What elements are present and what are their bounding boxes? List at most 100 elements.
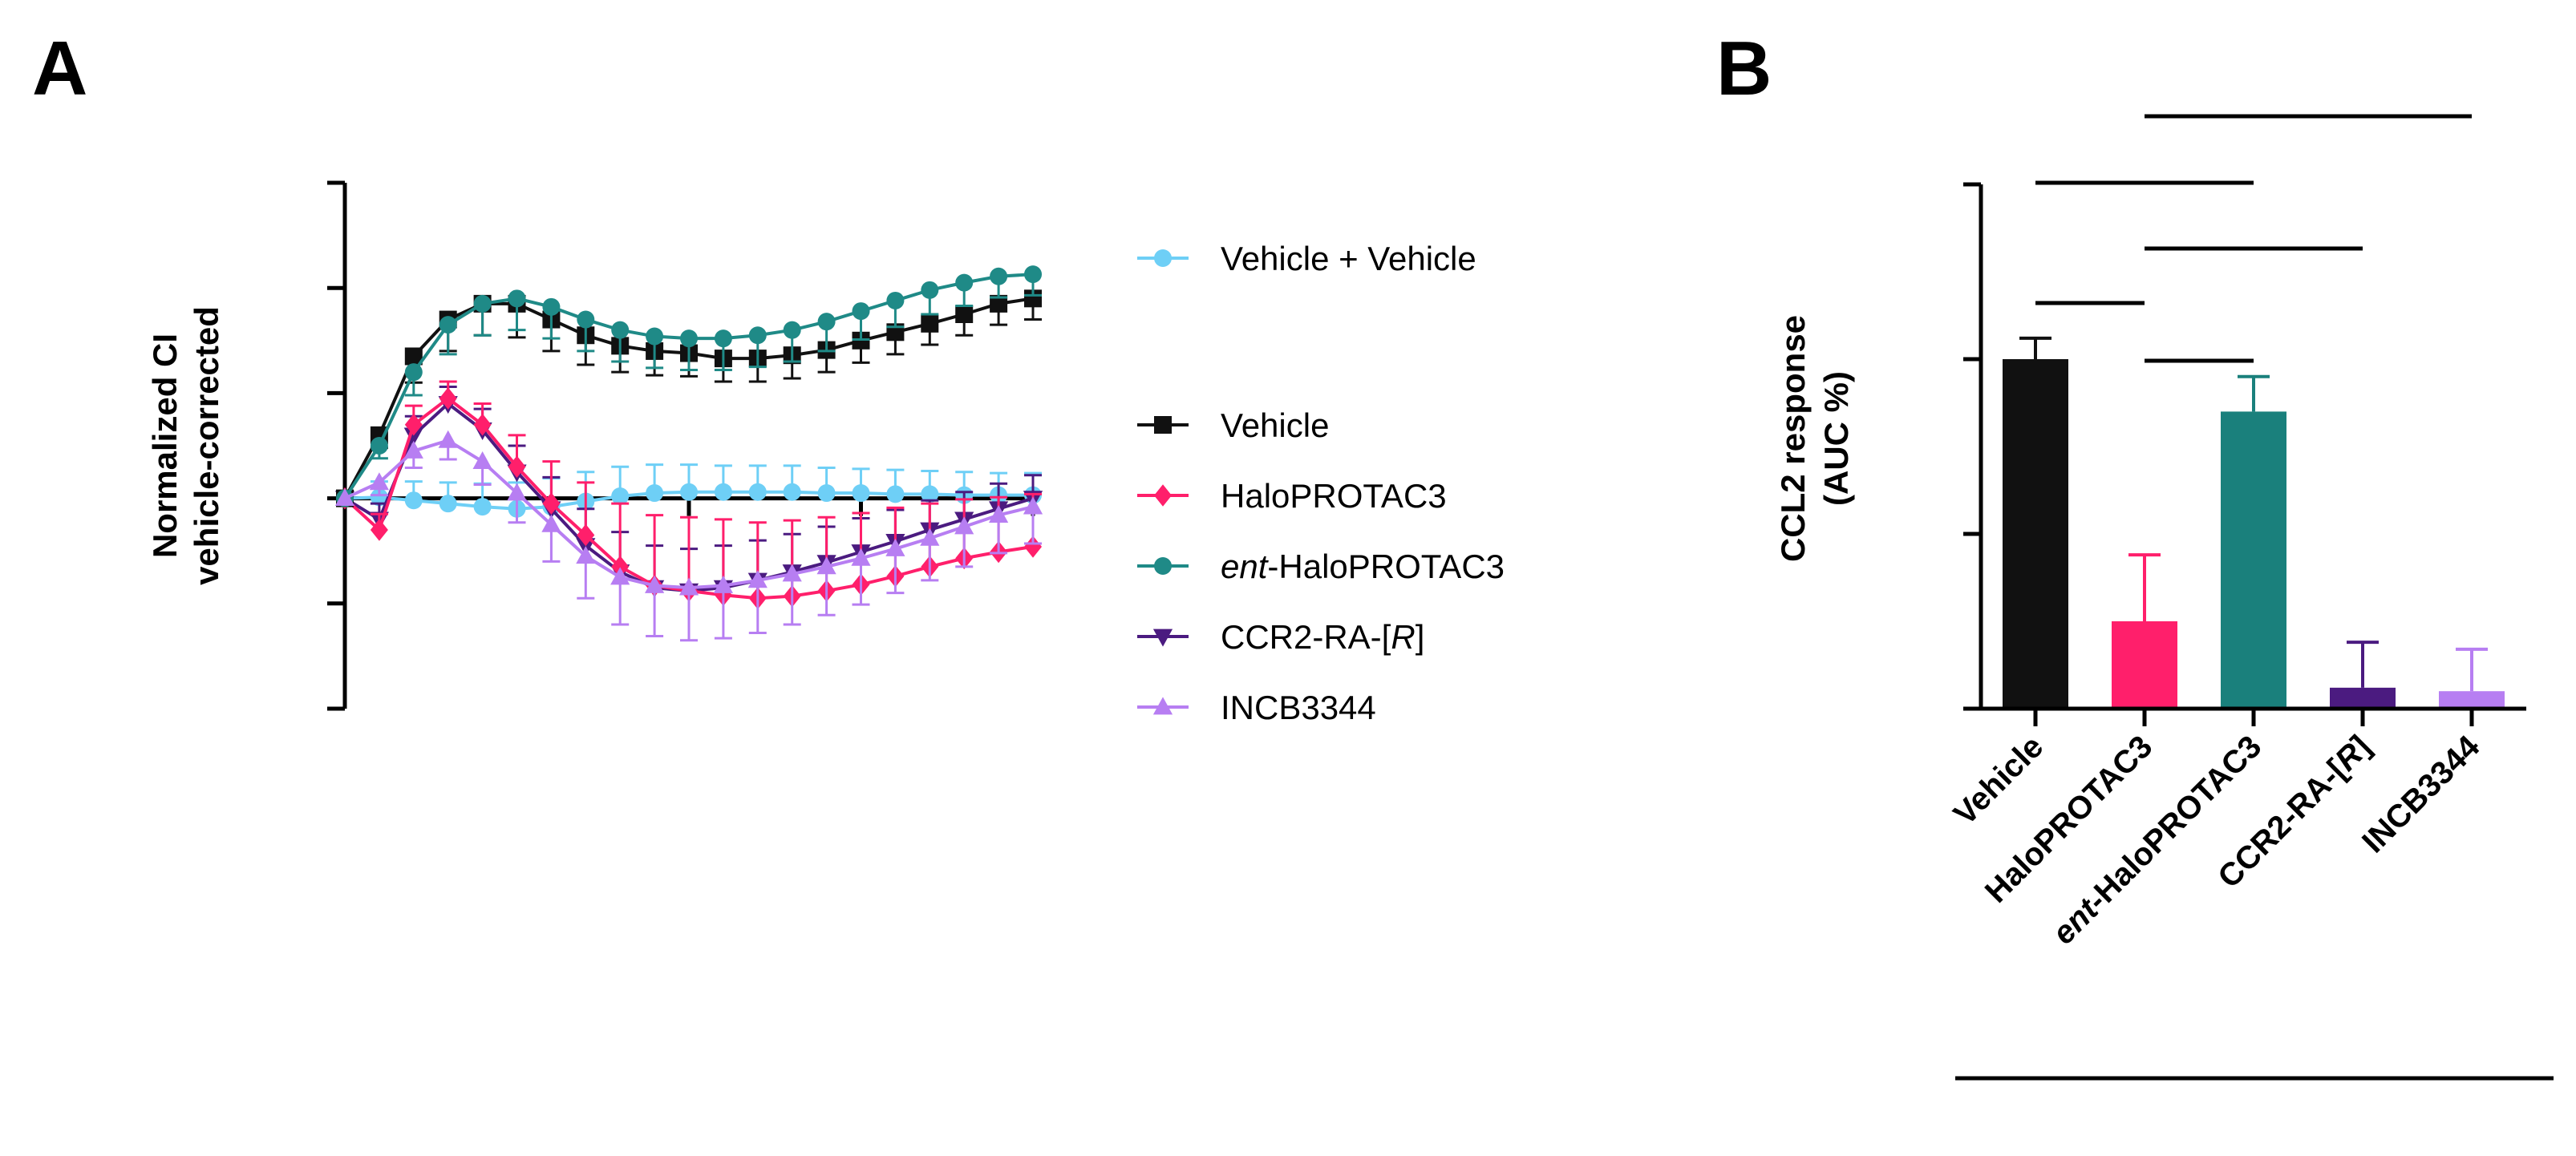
data-point (439, 387, 457, 410)
legend-marker (1152, 697, 1173, 715)
data-point (473, 498, 492, 516)
data-point (954, 516, 974, 535)
line-chart-legend: Vehicle + Vehicle Vehicle HaloPROTAC3 ent-H… (1137, 240, 1505, 726)
data-point (783, 483, 801, 501)
label-part: ent (1221, 548, 1270, 585)
data-point (438, 430, 458, 448)
data-point (990, 267, 1008, 285)
data-point (714, 483, 732, 501)
data-point (404, 491, 423, 510)
data-point (1023, 496, 1043, 515)
legend-marker (1154, 249, 1172, 267)
data-point (611, 487, 630, 505)
y-axis-title-line: CCL2 response (1774, 315, 1812, 562)
data-point (645, 575, 665, 593)
bar (2112, 621, 2177, 709)
data-point (817, 313, 836, 331)
legend-label: CCR2-RA-[R] (1221, 618, 1424, 656)
y-axis-title: Normalized CI vehicle-corrected (146, 306, 225, 585)
category-label: INCB3344 (2355, 729, 2487, 860)
data-point (955, 305, 974, 323)
data-point (404, 363, 423, 382)
data-point (783, 321, 801, 339)
legend-label: ent-HaloPROTAC3 (1221, 548, 1505, 585)
data-point (370, 437, 388, 455)
data-point (370, 488, 388, 507)
data-point (920, 527, 940, 546)
series-incb3344 (334, 430, 1043, 642)
data-point (852, 302, 870, 321)
data-point (508, 455, 526, 478)
data-point (782, 564, 802, 582)
data-point (611, 321, 630, 339)
label-part: INCB3344 (2355, 729, 2487, 860)
data-point (334, 487, 355, 506)
y-axis-title-line: vehicle-corrected (188, 306, 225, 585)
legend-marker (1152, 629, 1173, 647)
series-ent-haloprotac3 (336, 265, 1042, 507)
data-point (370, 519, 388, 541)
label-part: R (1391, 618, 1415, 656)
panel-a-label: A (32, 26, 87, 111)
data-point (403, 440, 423, 459)
data-point (1024, 289, 1042, 308)
label-part: Vehicle (1947, 729, 2051, 832)
data-point (507, 483, 527, 501)
data-point (678, 577, 699, 596)
bar (2439, 691, 2505, 709)
data-point (577, 310, 595, 329)
line-chart-panel-a: Normalized CI vehicle-corrected (146, 180, 1043, 711)
data-point (542, 492, 561, 515)
series-vehicle-vehicle (336, 463, 1042, 518)
data-point (404, 414, 423, 436)
data-point (713, 575, 733, 593)
legend-label: Vehicle (1221, 406, 1329, 444)
data-point (886, 485, 905, 503)
data-point (1024, 265, 1042, 284)
y-axis-title: CCL2 response (AUC %) (1774, 315, 1855, 562)
data-point (1024, 536, 1042, 558)
panel-b-label: B (1716, 26, 1772, 111)
data-point (748, 483, 767, 501)
data-point (473, 294, 492, 313)
data-point (714, 329, 732, 348)
data-point (403, 427, 423, 446)
legend-marker (1154, 484, 1172, 507)
data-point (439, 316, 457, 334)
legend-marker (1154, 416, 1172, 434)
data-point (747, 570, 768, 588)
data-point (851, 548, 871, 566)
data-point (921, 314, 939, 333)
data-point (816, 556, 836, 575)
data-point (610, 567, 630, 585)
data-point (955, 273, 974, 292)
bar (2003, 359, 2068, 709)
data-point (577, 523, 595, 547)
data-point (886, 291, 905, 309)
legend-label: INCB3344 (1221, 689, 1376, 726)
bar-chart-panel-b: VehicleHaloPROTAC3ent-HaloPROTAC3CCR2-RA… (1774, 114, 2554, 1081)
legend-label: Vehicle + Vehicle (1221, 240, 1476, 277)
data-point (921, 485, 939, 503)
legend-marker (1154, 557, 1172, 575)
data-point (508, 289, 526, 308)
data-point (646, 327, 664, 346)
data-point (680, 483, 698, 501)
data-point (885, 538, 905, 556)
data-point (680, 329, 698, 348)
data-point (817, 484, 836, 503)
data-point (439, 495, 457, 513)
legend-label: HaloPROTAC3 (1221, 477, 1447, 515)
data-point (473, 414, 492, 436)
y-axis-title-line: Normalized CI (146, 333, 184, 558)
data-point (472, 451, 492, 470)
data-point (921, 281, 939, 299)
data-point (748, 326, 767, 345)
data-point (404, 347, 423, 366)
label-part: Vehicle (1221, 406, 1329, 444)
bar (2221, 411, 2286, 709)
data-point (541, 514, 561, 532)
data-point (990, 294, 1008, 313)
label-part: Vehicle + Vehicle (1221, 240, 1476, 277)
